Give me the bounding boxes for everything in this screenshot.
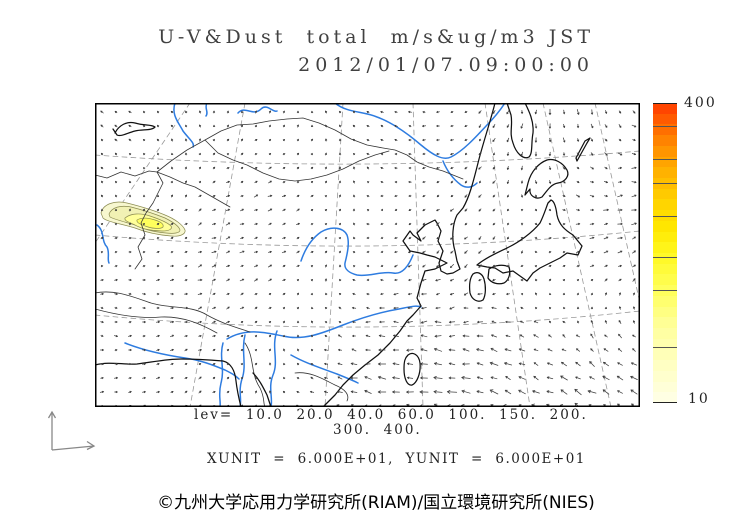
map-svg (95, 103, 640, 407)
colorbar-patch (653, 381, 677, 393)
axis-orientation-icon (47, 410, 96, 451)
colorbar-patch (653, 370, 677, 382)
x-axis-arrow (51, 445, 95, 451)
wind-vectors (99, 108, 638, 407)
colorbar-patch (653, 199, 677, 211)
colorbar-patch (653, 295, 677, 307)
colorbar-tick (653, 346, 677, 348)
colorbar-edge (653, 103, 677, 104)
colorbar-patch (653, 274, 677, 286)
plot-title-variable: U-V&Dust total m/s&ug/m3 JST (158, 26, 594, 48)
colorbar-tick (653, 215, 677, 217)
country-borders (95, 117, 464, 407)
colorbar-edge (653, 402, 677, 403)
colorbar-patch (653, 392, 677, 403)
colorbar (653, 103, 677, 403)
colorbar-patch (653, 242, 677, 253)
colorbar-tick (653, 257, 677, 259)
x-axis-arrowhead (86, 440, 96, 451)
contour-levels-line1: lev= 10.0 20.0 40.0 60.0 100. 150. 200. (194, 407, 588, 423)
map-canvas (95, 103, 640, 407)
colorbar-tick (653, 126, 677, 128)
colorbar-patch (653, 360, 677, 371)
colorbar-patch (653, 220, 677, 232)
colorbar-patch (653, 145, 677, 157)
colorbar-patch (653, 188, 677, 200)
plot-title-datetime: 2012/01/07.09:00:00 (298, 54, 594, 76)
colorbar-patch (653, 263, 677, 275)
colorbar-patch (653, 210, 677, 221)
map-border (95, 103, 640, 407)
colorbar-max-label: 400 (684, 95, 717, 111)
colorbar-patch (653, 103, 677, 114)
colorbar-patch (653, 253, 677, 264)
colorbar-tick (653, 290, 677, 292)
colorbar-patch (653, 124, 677, 136)
vector-units-label: XUNIT = 6.000E+01, YUNIT = 6.000E+01 (207, 451, 586, 467)
colorbar-patch (653, 328, 677, 339)
colorbar-patch (653, 113, 677, 125)
colorbar-patch (653, 338, 677, 350)
copyright-line: ©九州大学応用力学研究所(RIAM)/国立環境研究所(NIES) (157, 493, 595, 513)
colorbar-patch (653, 317, 677, 328)
coastlines (95, 103, 591, 407)
colorbar-patch (653, 349, 677, 361)
colorbar-min-label: 10 (688, 391, 710, 407)
plot-title: U-V&Dust total m/s&ug/m3 JST 2012/01/07.… (158, 23, 594, 79)
colorbar-patch (653, 156, 677, 168)
colorbar-patch (653, 306, 677, 318)
y-axis-arrowhead (47, 410, 57, 419)
colorbar-tick (653, 182, 677, 184)
colorbar-tick (653, 159, 677, 161)
contour-levels-line2: 300. 400. (333, 422, 422, 438)
colorbar-patch (653, 167, 677, 178)
colorbar-patch (653, 231, 677, 243)
graticule-grid (95, 103, 640, 407)
colorbar-patch (653, 135, 677, 146)
rivers (96, 103, 506, 407)
